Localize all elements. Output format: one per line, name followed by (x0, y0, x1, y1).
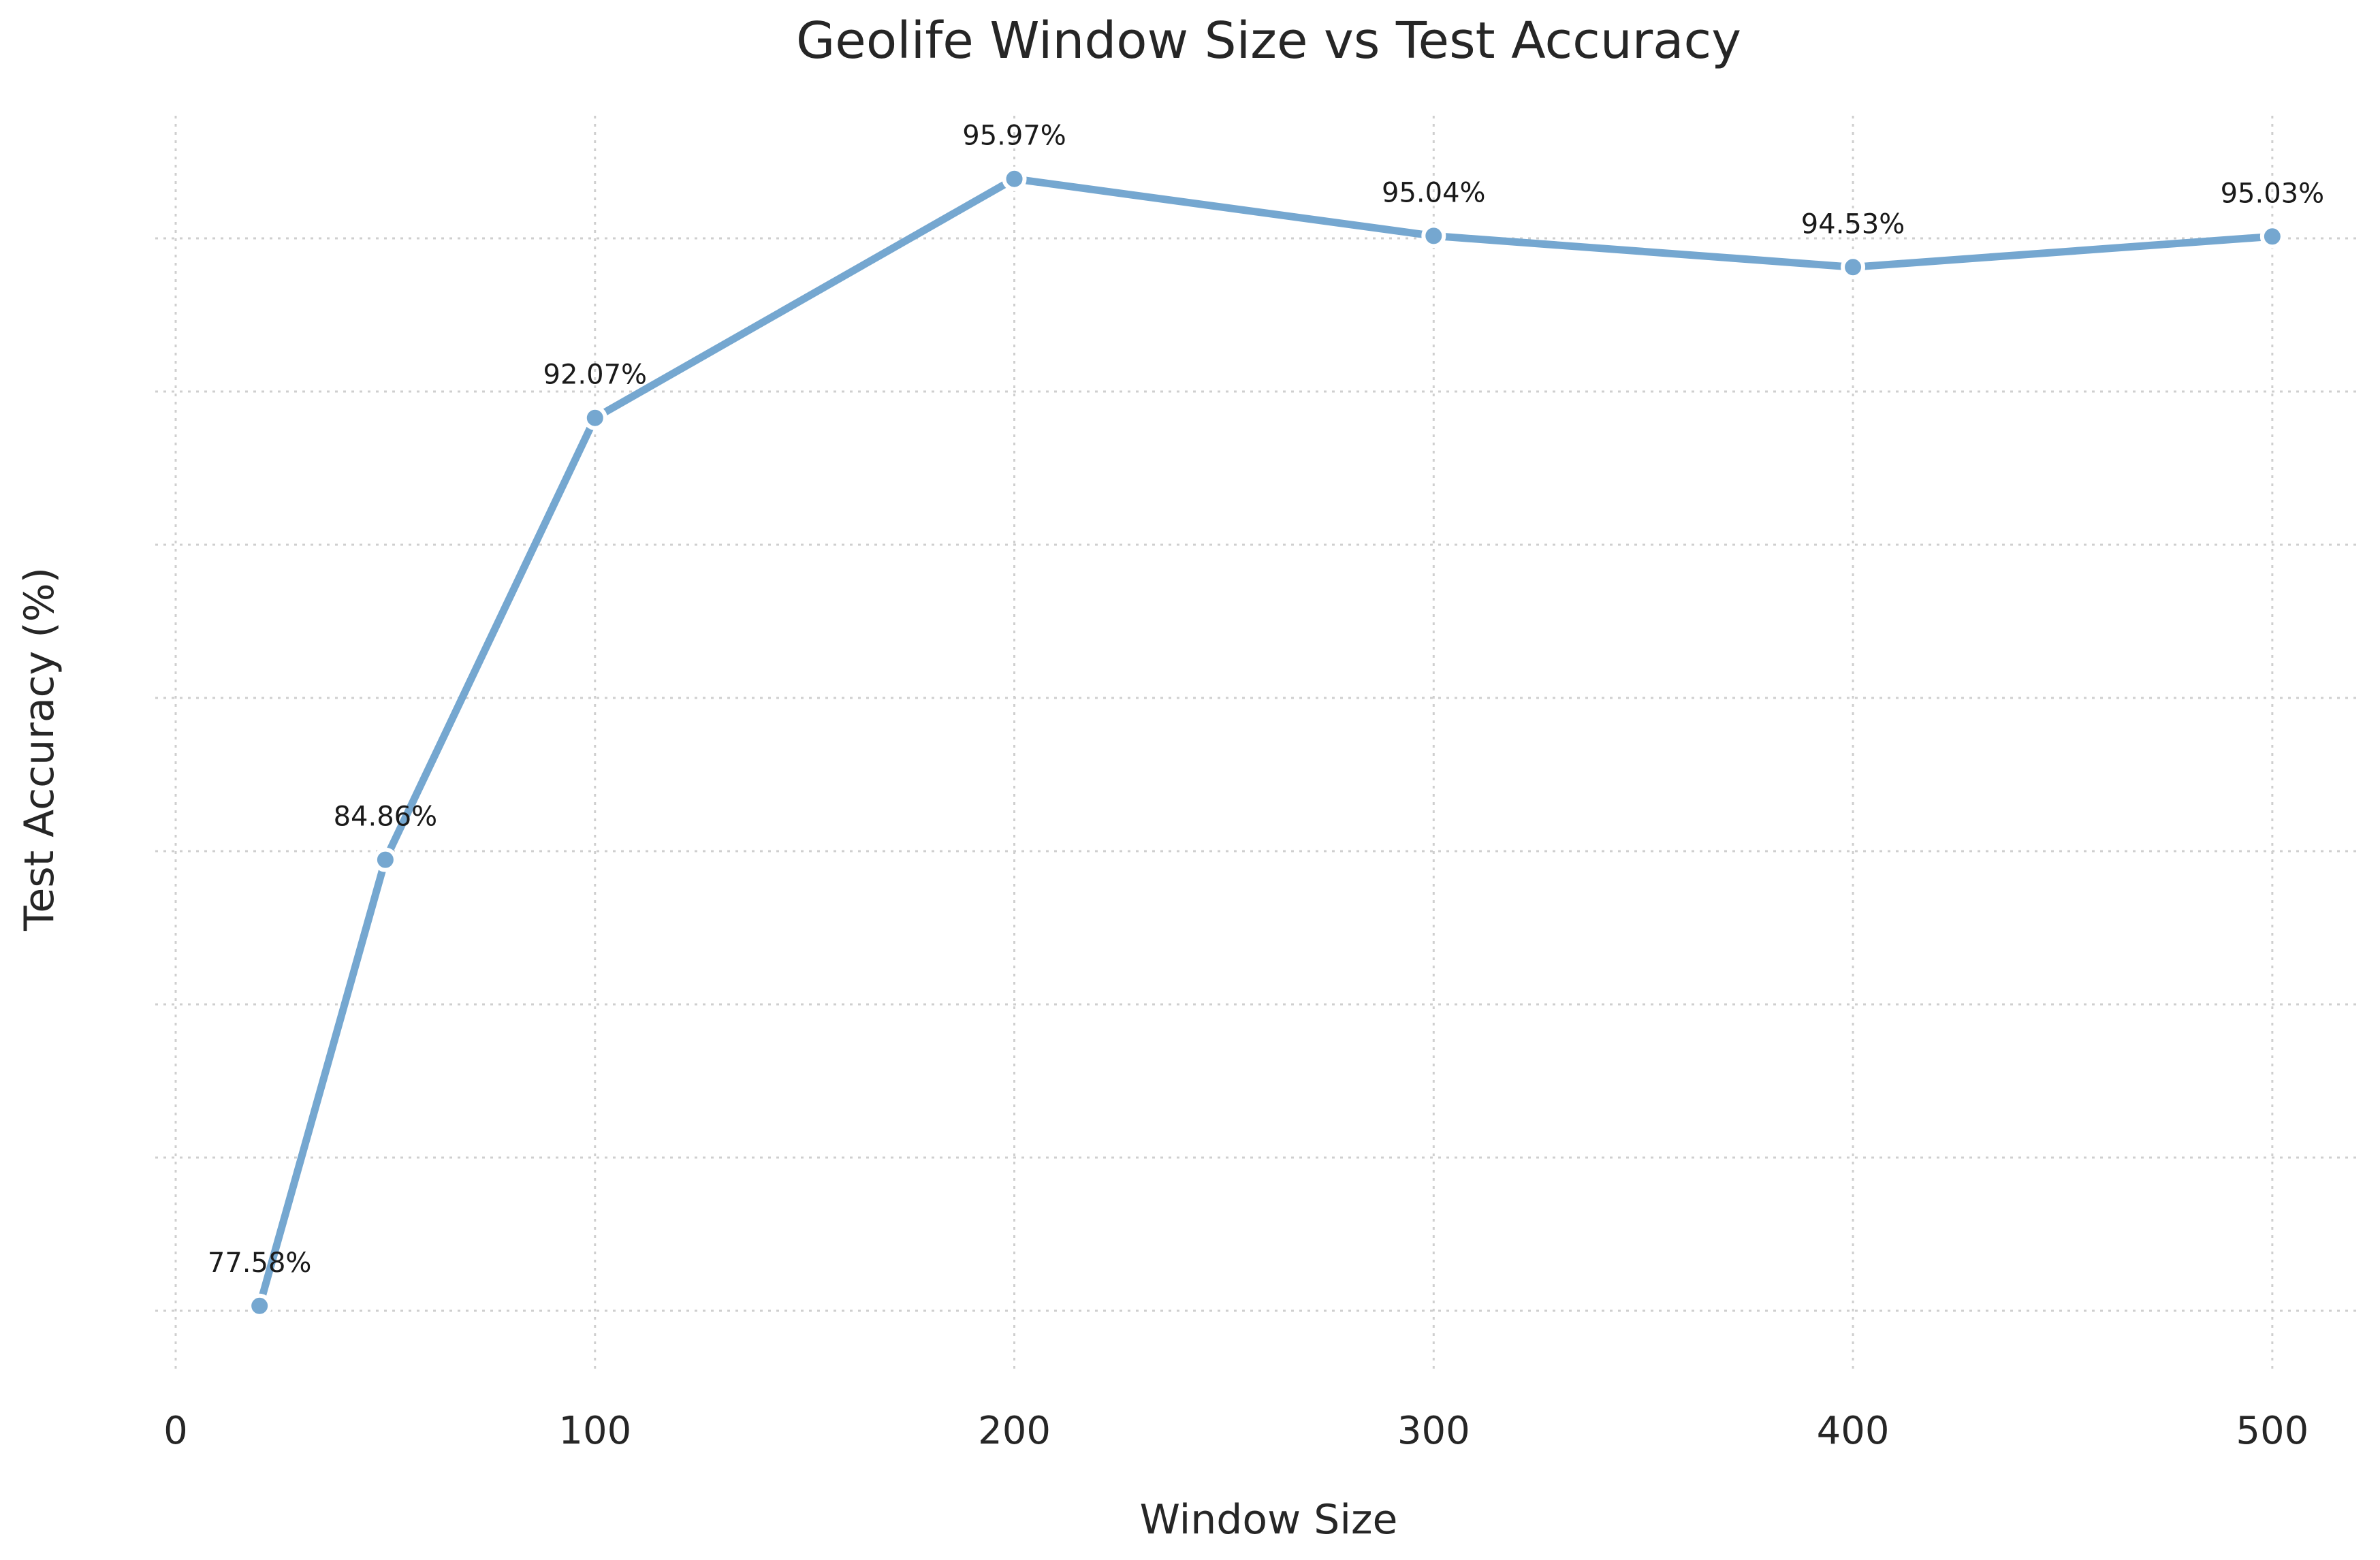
series-line (255, 175, 2276, 1310)
y-axis-label: Test Accuracy (%) (16, 567, 63, 932)
x-tick-label: 0 (163, 1409, 188, 1453)
data-point (1421, 223, 1446, 249)
data-point (582, 405, 607, 430)
data-point (247, 1293, 272, 1318)
chart-title: Geolife Window Size vs Test Accuracy (796, 12, 1741, 70)
series-layer (247, 166, 2285, 1318)
data-label: 94.53% (1801, 208, 1905, 240)
grid (155, 116, 2356, 1372)
data-label: 95.04% (1382, 177, 1486, 208)
data-label: 92.07% (543, 360, 648, 391)
data-label: 84.86% (334, 801, 438, 833)
data-label: 95.03% (2221, 178, 2325, 209)
x-tick-label: 100 (558, 1409, 631, 1453)
x-tick-label: 500 (2236, 1409, 2308, 1453)
x-tick-label: 300 (1397, 1409, 1470, 1453)
data-label: 77.58% (208, 1247, 312, 1279)
data-label-layer: 77.58% 84.86% 92.07% 95.97% 95.04% 94.53% 95.0… (208, 121, 2324, 1279)
data-point (372, 847, 398, 872)
data-point (1002, 166, 1027, 191)
data-point (2259, 224, 2285, 249)
x-tick-label: 400 (1817, 1409, 1890, 1453)
data-point (1841, 255, 1866, 280)
x-axis-label: Window Size (1140, 1496, 1398, 1544)
x-tick-label: 200 (978, 1409, 1051, 1453)
data-label: 95.97% (962, 121, 1066, 152)
x-tick-layer: 0 100 200 300 400 500 (163, 1409, 2308, 1453)
